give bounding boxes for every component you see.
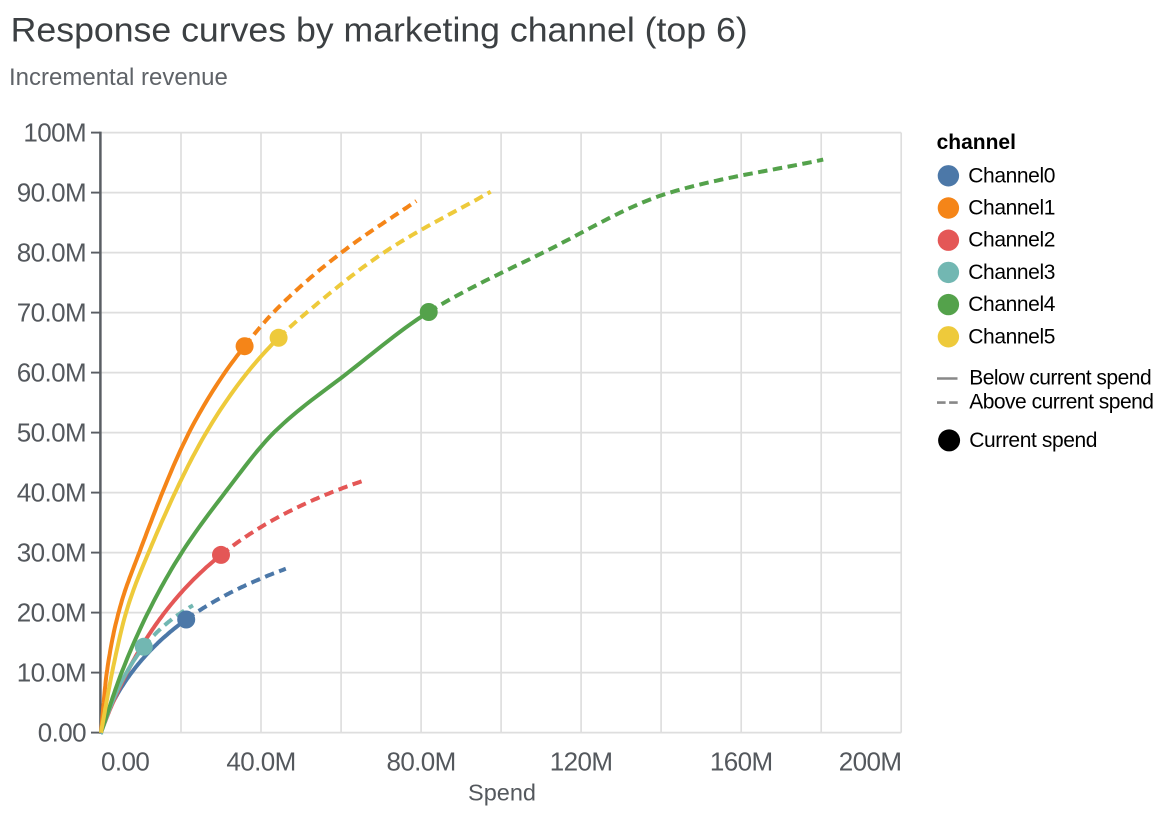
- svg-text:Response curves by marketing c: Response curves by marketing channel (to…: [11, 12, 748, 50]
- svg-text:10.0M: 10.0M: [17, 658, 86, 688]
- svg-text:40.0M: 40.0M: [17, 478, 86, 508]
- svg-text:50.0M: 50.0M: [17, 418, 86, 448]
- svg-text:Channel4: Channel4: [968, 293, 1055, 316]
- svg-text:Channel3: Channel3: [968, 261, 1055, 284]
- svg-text:Channel0: Channel0: [968, 164, 1055, 187]
- svg-text:40.0M: 40.0M: [226, 747, 295, 777]
- svg-text:20.0M: 20.0M: [17, 598, 86, 628]
- svg-text:Incremental revenue: Incremental revenue: [9, 64, 228, 91]
- svg-text:Channel2: Channel2: [968, 229, 1055, 252]
- svg-text:Current spend: Current spend: [969, 429, 1097, 452]
- svg-text:Spend: Spend: [468, 779, 536, 805]
- svg-text:160M: 160M: [710, 747, 773, 777]
- svg-text:200M: 200M: [839, 747, 902, 777]
- svg-text:Above current spend: Above current spend: [969, 391, 1153, 414]
- svg-text:80.0M: 80.0M: [386, 747, 455, 777]
- svg-text:100M: 100M: [23, 118, 86, 148]
- svg-text:Below current spend: Below current spend: [969, 367, 1151, 390]
- svg-text:70.0M: 70.0M: [17, 298, 86, 328]
- svg-text:30.0M: 30.0M: [17, 538, 86, 568]
- svg-text:0.00: 0.00: [101, 747, 149, 777]
- svg-text:120M: 120M: [550, 747, 613, 777]
- svg-text:80.0M: 80.0M: [17, 238, 86, 268]
- svg-text:60.0M: 60.0M: [17, 358, 86, 388]
- svg-text:0.00: 0.00: [38, 718, 86, 748]
- svg-text:90.0M: 90.0M: [17, 178, 86, 208]
- svg-text:Channel1: Channel1: [968, 197, 1055, 220]
- svg-text:channel: channel: [937, 131, 1016, 154]
- svg-text:Channel5: Channel5: [968, 325, 1055, 348]
